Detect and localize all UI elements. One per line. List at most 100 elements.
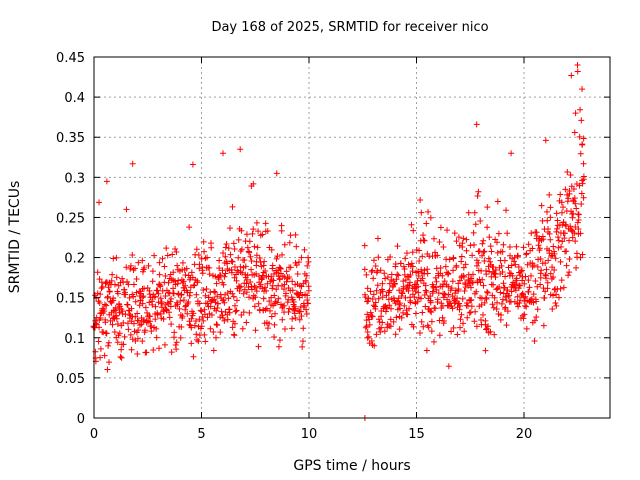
data-point <box>141 285 148 292</box>
data-point <box>543 208 550 215</box>
data-point <box>143 349 150 356</box>
data-point <box>193 336 200 343</box>
data-point <box>557 285 564 292</box>
data-point <box>486 234 493 241</box>
data-point <box>276 337 283 344</box>
data-point <box>578 117 585 124</box>
data-point <box>483 295 490 302</box>
plot-frame <box>93 56 611 419</box>
data-point <box>363 323 370 330</box>
data-point <box>305 283 312 290</box>
data-point <box>229 203 236 210</box>
data-point <box>550 292 557 299</box>
data-point <box>243 276 250 283</box>
data-point <box>406 279 413 286</box>
data-point <box>433 286 440 293</box>
data-point <box>289 287 296 294</box>
data-point <box>550 243 557 250</box>
data-point <box>368 338 375 345</box>
data-point <box>266 298 273 305</box>
data-point <box>573 250 580 257</box>
x-tick-label: 5 <box>197 427 205 442</box>
data-point <box>195 338 202 345</box>
data-point <box>293 243 300 250</box>
data-point <box>250 180 257 187</box>
data-point <box>300 325 307 332</box>
data-point <box>491 331 498 338</box>
data-point <box>415 283 422 290</box>
data-point <box>494 239 501 246</box>
data-point <box>299 338 306 345</box>
data-point <box>213 307 220 314</box>
data-point <box>535 242 542 249</box>
data-point <box>211 288 218 295</box>
data-point <box>110 255 117 262</box>
data-point <box>232 308 239 315</box>
data-point <box>450 267 457 274</box>
data-point <box>579 86 586 93</box>
data-point <box>148 298 155 305</box>
data-point <box>521 311 528 318</box>
data-point <box>289 315 296 322</box>
data-point <box>544 217 551 224</box>
data-point <box>119 308 126 315</box>
y-tick-label: 0.05 <box>56 372 85 387</box>
data-point <box>111 329 118 336</box>
data-point <box>506 243 513 250</box>
data-point <box>270 277 277 284</box>
data-point <box>534 306 541 313</box>
data-point <box>267 307 274 314</box>
data-point <box>546 230 553 237</box>
data-point <box>428 309 435 316</box>
data-point <box>217 329 224 336</box>
data-point <box>492 274 499 281</box>
data-point <box>563 262 570 269</box>
data-point <box>472 308 479 315</box>
data-point <box>275 343 282 350</box>
data-point <box>106 359 113 366</box>
data-point <box>467 284 474 291</box>
data-point <box>156 259 163 266</box>
data-point <box>480 249 487 256</box>
data-point <box>244 272 251 279</box>
data-point <box>268 313 275 320</box>
data-point <box>172 246 179 253</box>
data-point <box>473 257 480 264</box>
data-point <box>304 262 311 269</box>
data-point <box>206 264 213 271</box>
data-point <box>94 269 101 276</box>
data-point <box>95 338 102 345</box>
data-point <box>397 300 404 307</box>
data-point <box>247 253 254 260</box>
data-point <box>184 310 191 317</box>
data-point <box>555 294 562 301</box>
data-point <box>112 304 119 311</box>
data-point <box>248 257 255 264</box>
data-point <box>113 312 120 319</box>
data-point <box>243 319 250 326</box>
data-point <box>187 289 194 296</box>
data-point <box>253 262 260 269</box>
data-point <box>229 324 236 331</box>
y-tick-label: 0.2 <box>64 252 85 267</box>
data-point <box>430 283 437 290</box>
data-point <box>369 267 376 274</box>
data-point <box>494 299 501 306</box>
chart-title: Day 168 of 2025, SRMTID for receiver nic… <box>211 20 488 35</box>
data-point <box>566 269 573 276</box>
data-point <box>302 277 309 284</box>
data-point <box>454 295 461 302</box>
data-point <box>136 302 143 309</box>
data-point <box>425 324 432 331</box>
data-point <box>286 239 293 246</box>
data-point <box>228 258 235 265</box>
data-point <box>417 197 424 204</box>
data-point <box>533 229 540 236</box>
data-point <box>228 269 235 276</box>
data-point <box>455 286 462 293</box>
data-point <box>414 298 421 305</box>
data-point <box>206 271 213 278</box>
data-point <box>406 305 413 312</box>
data-point <box>373 287 380 294</box>
data-point <box>494 249 501 256</box>
